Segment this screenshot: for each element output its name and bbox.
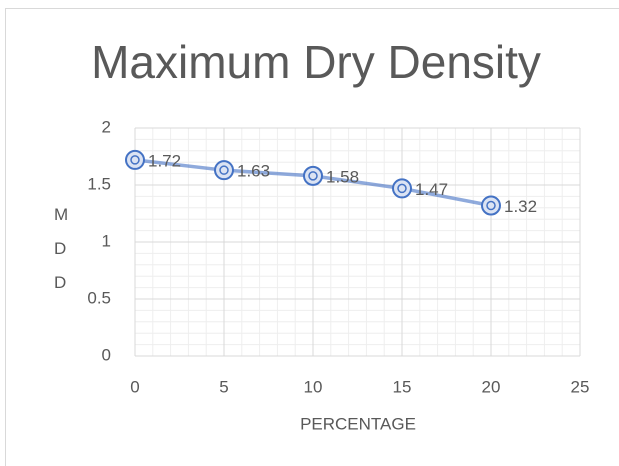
x-tick-label: 5 bbox=[219, 377, 228, 396]
y-tick-label: 0 bbox=[102, 345, 111, 364]
marker-inner bbox=[130, 155, 140, 165]
y-axis-label: MDD bbox=[54, 205, 69, 292]
marker-inner bbox=[308, 171, 318, 181]
chart-title: Maximum Dry Density bbox=[91, 36, 541, 88]
y-tick-label: 0.5 bbox=[87, 288, 111, 307]
y-tick-label: 2 bbox=[102, 117, 111, 136]
data-label: 1.58 bbox=[326, 167, 359, 186]
data-label: 1.47 bbox=[415, 180, 448, 199]
y-tick-label: 1.5 bbox=[87, 174, 111, 193]
marker bbox=[214, 160, 234, 181]
marker bbox=[481, 195, 501, 216]
data-label: 1.72 bbox=[148, 151, 181, 170]
marker-inner bbox=[219, 165, 229, 175]
x-axis-label: PERCENTAGE bbox=[300, 414, 416, 433]
chart-border bbox=[5, 8, 619, 466]
x-tick-label: 0 bbox=[130, 377, 139, 396]
x-tick-label: 10 bbox=[304, 377, 323, 396]
marker-inner bbox=[486, 200, 496, 211]
data-label: 1.32 bbox=[504, 197, 537, 216]
x-tick-label: 20 bbox=[482, 377, 501, 396]
y-tick-label: 1 bbox=[102, 231, 111, 250]
marker bbox=[125, 149, 145, 170]
marker bbox=[303, 165, 323, 186]
data-label: 1.63 bbox=[237, 162, 270, 181]
marker-inner bbox=[397, 183, 407, 194]
marker bbox=[392, 178, 412, 199]
x-tick-label: 25 bbox=[571, 377, 590, 396]
x-tick-label: 15 bbox=[393, 377, 412, 396]
